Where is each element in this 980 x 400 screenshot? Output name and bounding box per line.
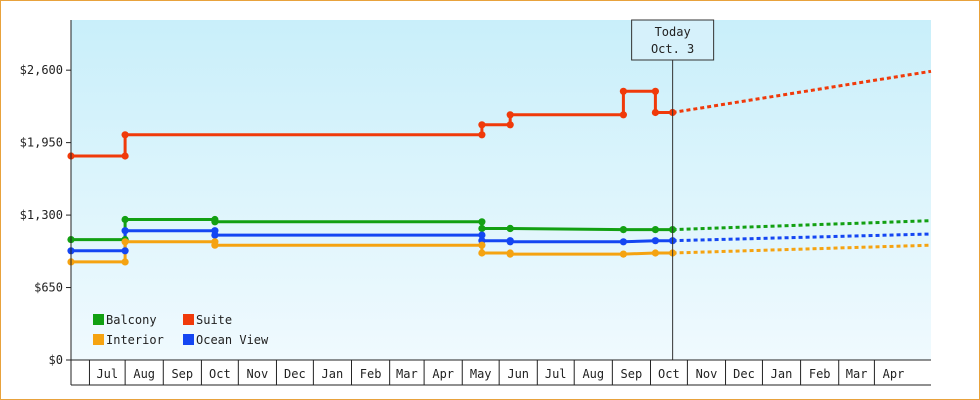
data-point-ocean-view (211, 231, 219, 239)
data-point-suite (506, 111, 514, 119)
x-tick-label: Apr (883, 367, 905, 381)
x-tick-label: Mar (846, 367, 868, 381)
x-tick-label: May (470, 367, 492, 381)
data-point-ocean-view (478, 231, 486, 239)
data-point-ocean-view (506, 238, 514, 246)
x-tick-label: Nov (696, 367, 718, 381)
x-tick-label: Dec (284, 367, 306, 381)
x-tick-label: Feb (360, 367, 382, 381)
data-point-suite (478, 131, 486, 139)
x-tick-label: Jun (507, 367, 529, 381)
series-projection-suite (672, 69, 932, 114)
data-point-ocean-view (121, 247, 129, 255)
x-tick-label: Jul (545, 367, 567, 381)
legend-swatch-interior (93, 334, 104, 345)
data-point-interior (478, 249, 486, 257)
data-point-interior (619, 250, 628, 258)
data-point-interior (478, 241, 486, 249)
legend-label-balcony: Balcony (106, 313, 157, 327)
x-tick-label: Aug (582, 367, 604, 381)
x-tick-label: Jan (771, 367, 793, 381)
y-tick-label: $650 (34, 281, 63, 295)
today-label-line1: Today (655, 25, 691, 39)
legend-swatch-suite (183, 314, 194, 325)
x-tick-label: Apr (432, 367, 454, 381)
legend-label-suite: Suite (196, 313, 232, 327)
data-point-ocean-view (121, 227, 129, 235)
x-tick-label: Oct (209, 367, 231, 381)
data-point-interior (651, 249, 660, 257)
data-point-balcony (651, 226, 660, 234)
data-point-ocean-view (619, 238, 628, 246)
x-tick-label: Oct (658, 367, 680, 381)
y-tick-label: $1,950 (20, 136, 63, 150)
data-point-suite (121, 152, 129, 160)
data-point-suite (619, 87, 628, 95)
data-point-suite (619, 111, 628, 119)
data-point-balcony (211, 218, 219, 226)
legend-swatch-ocean-view (183, 334, 194, 345)
data-point-balcony (478, 224, 486, 233)
data-point-interior (506, 250, 514, 258)
x-tick-label: Dec (733, 367, 755, 381)
plot-background (71, 20, 931, 360)
x-tick-label: Nov (247, 367, 269, 381)
data-point-suite (121, 131, 129, 139)
x-tick-label: Aug (133, 367, 155, 381)
data-point-interior (121, 258, 129, 266)
x-tick-label: Feb (809, 367, 831, 381)
y-tick-label: $1,300 (20, 208, 63, 222)
data-point-ocean-view (651, 237, 660, 245)
data-point-balcony (121, 215, 129, 224)
x-tick-label: Jul (96, 367, 118, 381)
data-point-suite (478, 121, 486, 129)
data-point-suite (651, 108, 660, 117)
series-projection-interior (672, 243, 932, 255)
data-point-interior (211, 241, 219, 249)
series-projection-balcony (672, 219, 932, 232)
legend-label-interior: Interior (106, 333, 164, 347)
y-tick-label: $2,600 (20, 63, 63, 77)
x-tick-label: Sep (171, 367, 193, 381)
today-label-line2: Oct. 3 (651, 42, 694, 56)
data-point-balcony (478, 218, 486, 226)
data-point-balcony (619, 226, 628, 234)
legend-label-ocean-view: Ocean View (196, 333, 269, 347)
legend-swatch-balcony (93, 314, 104, 325)
y-tick-label: $0 (49, 353, 63, 367)
data-point-suite (651, 87, 660, 95)
data-point-suite (506, 121, 514, 129)
x-tick-label: Jan (322, 367, 344, 381)
series-projection-ocean-view (672, 232, 932, 243)
x-tick-label: Mar (396, 367, 418, 381)
today-label-box (631, 19, 715, 61)
data-point-interior (121, 238, 129, 246)
data-point-balcony (506, 224, 514, 233)
x-tick-label: Sep (621, 367, 643, 381)
